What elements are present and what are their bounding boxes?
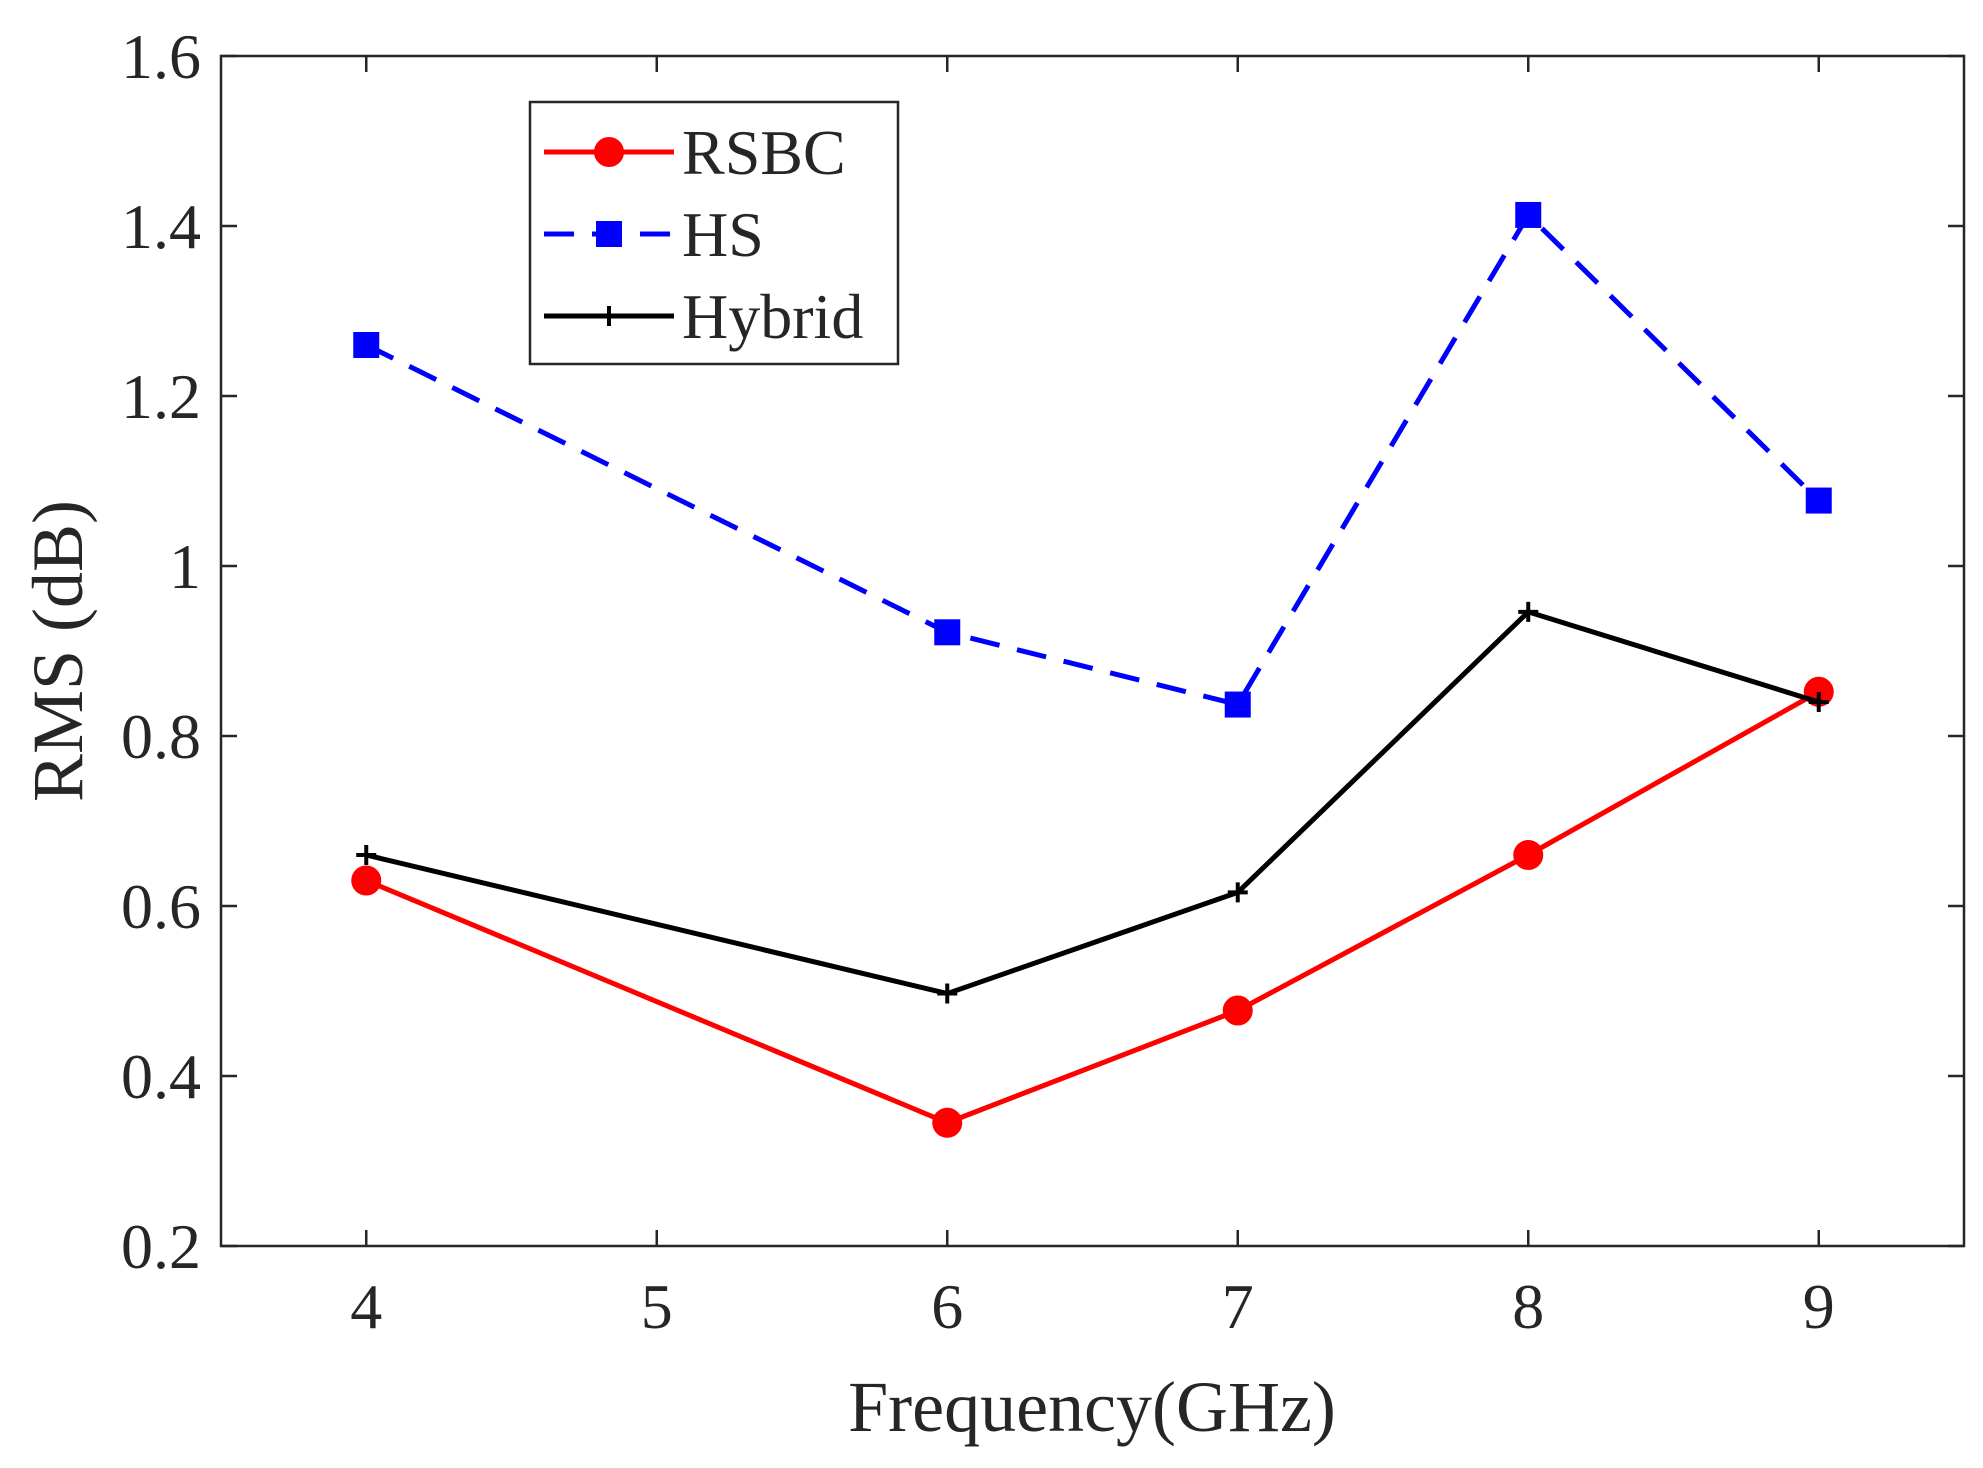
series-group xyxy=(351,201,1834,1138)
x-tick-label-7: 7 xyxy=(1222,1271,1254,1342)
point-hs-7 xyxy=(1224,691,1251,718)
point-rsbc-4 xyxy=(351,865,382,896)
series-hybrid xyxy=(356,601,1829,1004)
point-hs-9 xyxy=(1805,487,1832,514)
point-hybrid-9 xyxy=(1808,692,1829,712)
series-line-hs xyxy=(365,212,1821,708)
x-axis-label: Frequency(GHz) xyxy=(848,1367,1336,1447)
point-rsbc-6 xyxy=(932,1107,963,1138)
point-hs-4 xyxy=(353,332,380,358)
y-tick-label-0-2: 0.2 xyxy=(121,1211,201,1282)
legend: RSBC HS Hybrid xyxy=(528,100,900,366)
legend-item-hs: HS xyxy=(544,199,764,270)
point-hybrid-4 xyxy=(356,845,377,865)
y-tick-label-1: 1 xyxy=(169,531,201,602)
legend-marker-hs xyxy=(596,221,622,247)
axis-ticks: 4 5 6 7 8 9 0.2 0.4 0.6 0.8 1 1.2 1.4 1.6 xyxy=(121,21,1964,1342)
series-rsbc xyxy=(351,676,1834,1138)
y-tick-label-1-6: 1.6 xyxy=(121,21,201,92)
legend-label-hs: HS xyxy=(682,199,764,270)
x-tick-label-6: 6 xyxy=(931,1271,963,1342)
point-hybrid-6 xyxy=(937,983,958,1004)
point-rsbc-7 xyxy=(1222,995,1253,1026)
x-tick-label-4: 4 xyxy=(350,1271,382,1342)
x-tick-label-8: 8 xyxy=(1512,1271,1544,1342)
point-rsbc-8 xyxy=(1513,840,1544,870)
point-hybrid-7 xyxy=(1227,882,1248,903)
legend-item-hybrid: Hybrid xyxy=(544,281,863,352)
y-tick-label-0-6: 0.6 xyxy=(121,871,201,942)
plot-area-frame xyxy=(219,54,1966,1248)
legend-marker-rsbc xyxy=(594,137,624,167)
point-hs-8 xyxy=(1515,201,1542,228)
legend-item-rsbc: RSBC xyxy=(544,117,846,188)
x-tick-label-5: 5 xyxy=(641,1271,673,1342)
series-hs xyxy=(353,201,1832,718)
legend-label-rsbc: RSBC xyxy=(682,117,846,188)
legend-marker-hybrid xyxy=(599,306,619,326)
y-tick-label-0-4: 0.4 xyxy=(121,1041,201,1112)
point-hs-6 xyxy=(934,619,961,646)
x-tick-label-9: 9 xyxy=(1803,1271,1835,1342)
y-tick-label-0-8: 0.8 xyxy=(121,701,201,772)
y-tick-label-1-4: 1.4 xyxy=(121,191,201,262)
y-axis-label: RMS (dB) xyxy=(18,500,98,802)
legend-box xyxy=(528,100,900,366)
y-tick-label-1-2: 1.2 xyxy=(121,361,201,432)
point-hybrid-8 xyxy=(1518,601,1539,622)
legend-label-hybrid: Hybrid xyxy=(682,281,863,352)
